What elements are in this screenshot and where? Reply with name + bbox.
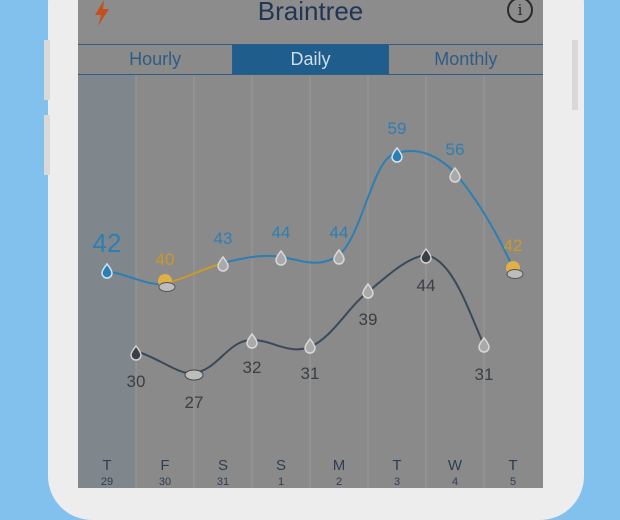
- high-temp-label: 56: [446, 140, 465, 159]
- raindrop-icon: [275, 249, 287, 266]
- day-of-week-label: T: [102, 457, 111, 474]
- tab-monthly[interactable]: Monthly: [434, 49, 498, 69]
- raindrop-icon: [391, 146, 403, 163]
- view-segmented-control: Hourly Daily Monthly: [78, 44, 543, 75]
- current-day-highlight: [78, 75, 136, 488]
- day-of-week-label: F: [160, 457, 169, 474]
- tab-daily[interactable]: Daily: [233, 45, 389, 74]
- location-title: Braintree: [257, 0, 364, 26]
- low-temp-label: 30: [127, 372, 146, 391]
- current-temp-label: 42: [93, 228, 122, 258]
- low-temp-label: 39: [359, 310, 378, 329]
- info-icon[interactable]: i: [507, 0, 533, 23]
- day-of-week-label: T: [508, 457, 517, 474]
- tab-hourly[interactable]: Hourly: [78, 45, 234, 74]
- raindrop-icon: [246, 332, 258, 349]
- raindrop-icon: [304, 337, 316, 354]
- raindrop-icon: [420, 247, 432, 264]
- day-of-week-label: T: [392, 457, 401, 474]
- day-of-week-label: M: [333, 457, 346, 474]
- lightning-bolt-icon[interactable]: [92, 0, 112, 26]
- phone-side-button-right: [572, 40, 578, 110]
- raindrop-icon: [333, 248, 345, 265]
- day-axis: T F S S M T W T 29 30 31 1 2 3 4 5: [101, 457, 518, 488]
- high-temp-label: 43: [214, 229, 233, 248]
- day-of-week-label: S: [218, 457, 228, 474]
- date-label: 3: [394, 476, 400, 488]
- high-temp-label: 40: [156, 250, 175, 269]
- nav-bar: Braintree i: [78, 0, 543, 40]
- date-label: 31: [217, 476, 229, 488]
- high-temp-label: 44: [330, 223, 349, 242]
- app-screen: Braintree i Hourly Daily Monthly: [78, 0, 543, 488]
- raindrop-icon: [130, 344, 142, 361]
- date-label: 2: [336, 476, 342, 488]
- phone-side-button-left-2: [44, 115, 50, 175]
- day-of-week-label: W: [448, 457, 463, 474]
- low-temp-label: 44: [417, 276, 436, 295]
- day-gridlines: [135, 75, 485, 488]
- low-temp-label: 31: [301, 364, 320, 383]
- raindrop-icon: [449, 166, 461, 183]
- raindrop-icon: [478, 336, 490, 353]
- day-of-week-label: S: [276, 457, 286, 474]
- date-label: 29: [101, 476, 113, 488]
- raindrop-icon: [217, 255, 229, 272]
- daily-temperature-chart: 42 40 43 44 44 59 56 42 30 27 32 31 39 4…: [78, 75, 524, 488]
- date-label: 5: [510, 476, 516, 488]
- date-label: 30: [159, 476, 171, 488]
- low-temp-label: 32: [243, 358, 262, 377]
- date-label: 4: [452, 476, 458, 488]
- low-temp-label: 31: [475, 365, 494, 384]
- high-temp-markers: [101, 146, 524, 292]
- raindrop-icon: [101, 262, 113, 279]
- high-temp-label: 59: [388, 119, 407, 138]
- high-temp-label: 42: [504, 236, 523, 255]
- phone-side-button-left: [44, 40, 50, 100]
- high-temp-label: 44: [272, 223, 291, 242]
- raindrop-icon: [362, 282, 374, 299]
- low-temp-markers: [130, 247, 490, 381]
- cloud-icon: [184, 369, 204, 381]
- date-label: 1: [278, 476, 284, 488]
- partly-sunny-icon: [158, 274, 176, 292]
- low-temp-label: 27: [185, 393, 204, 412]
- partly-sunny-icon: [506, 261, 524, 279]
